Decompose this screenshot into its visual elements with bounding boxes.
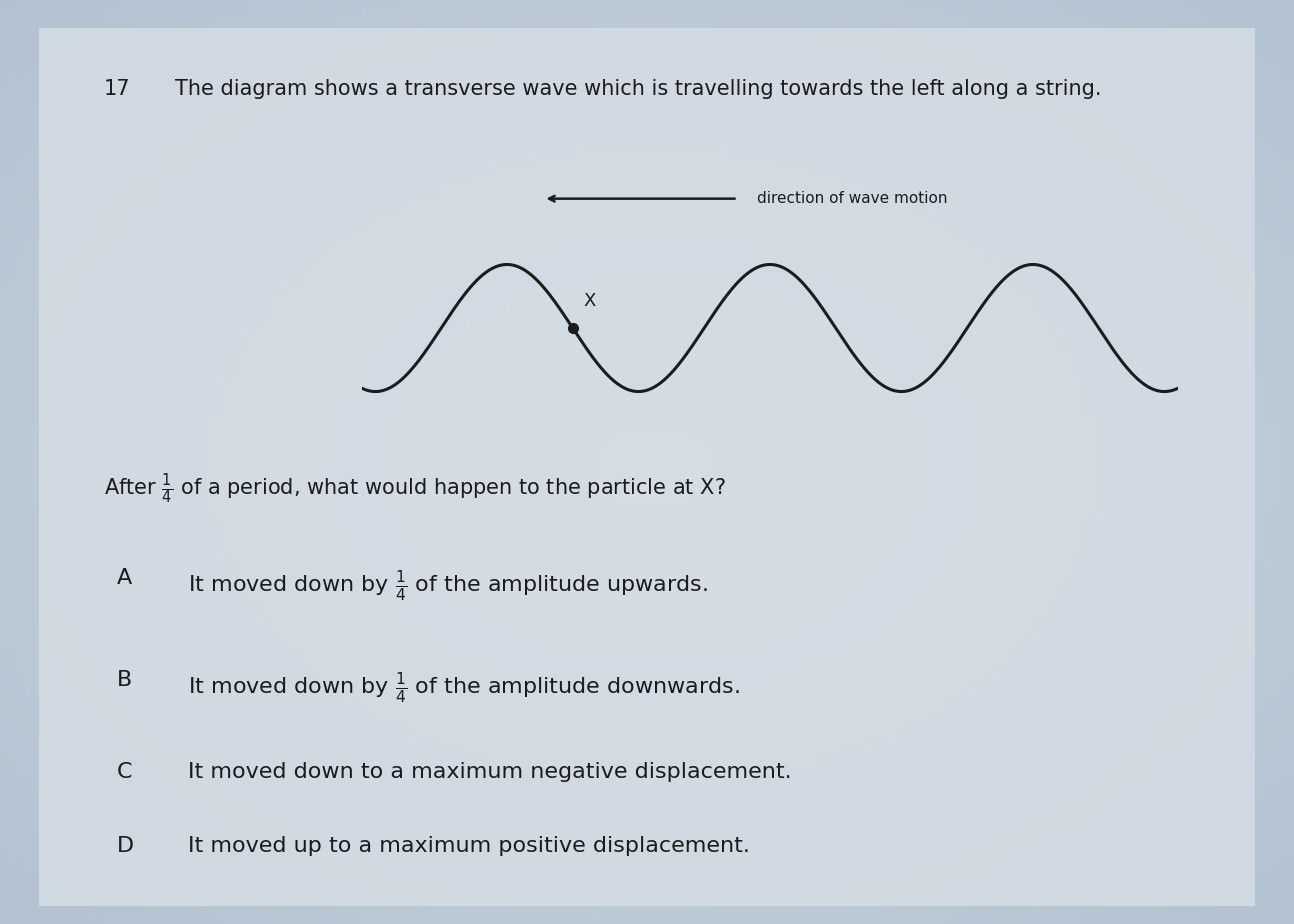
Text: 17: 17 (104, 79, 129, 99)
Text: direction of wave motion: direction of wave motion (757, 191, 947, 206)
Text: D: D (116, 836, 133, 857)
Text: It moved up to a maximum positive displacement.: It moved up to a maximum positive displa… (188, 836, 749, 857)
Text: It moved down by $\frac{1}{4}$ of the amplitude upwards.: It moved down by $\frac{1}{4}$ of the am… (188, 568, 708, 603)
Text: After $\frac{1}{4}$ of a period, what would happen to the particle at X?: After $\frac{1}{4}$ of a period, what wo… (104, 471, 725, 505)
FancyBboxPatch shape (39, 28, 1255, 906)
Text: B: B (116, 670, 132, 690)
Text: The diagram shows a transverse wave which is travelling towards the left along a: The diagram shows a transverse wave whic… (175, 79, 1101, 99)
Text: It moved down to a maximum negative displacement.: It moved down to a maximum negative disp… (188, 762, 791, 783)
Text: It moved down by $\frac{1}{4}$ of the amplitude downwards.: It moved down by $\frac{1}{4}$ of the am… (188, 670, 740, 705)
Text: A: A (116, 568, 132, 589)
Text: C: C (116, 762, 132, 783)
Text: X: X (584, 292, 595, 310)
